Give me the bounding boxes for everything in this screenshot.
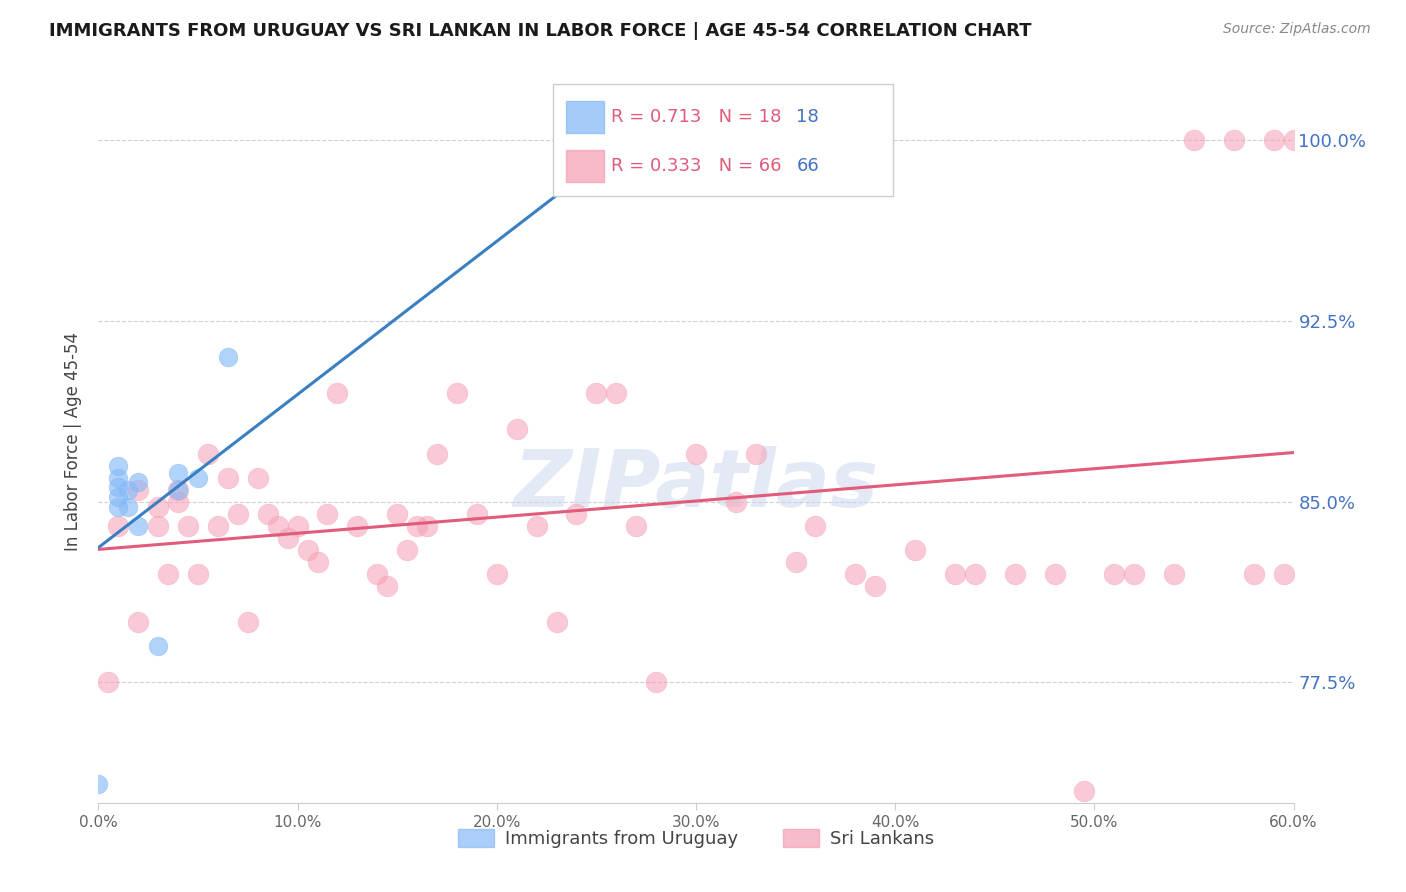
Text: ZIPatlas: ZIPatlas bbox=[513, 446, 879, 524]
Point bbox=[87, 776, 110, 790]
Text: R = 0.333   N = 66: R = 0.333 N = 66 bbox=[612, 157, 782, 175]
Point bbox=[256, 507, 278, 521]
Point bbox=[217, 470, 239, 484]
FancyBboxPatch shape bbox=[567, 101, 603, 133]
Point bbox=[904, 542, 927, 557]
Point bbox=[107, 480, 129, 494]
Point bbox=[385, 507, 409, 521]
Point bbox=[366, 567, 388, 582]
Point bbox=[375, 579, 398, 593]
Point bbox=[117, 500, 139, 514]
Point bbox=[148, 518, 170, 533]
Text: R = 0.713   N = 18: R = 0.713 N = 18 bbox=[612, 108, 782, 126]
Point bbox=[297, 542, 319, 557]
Point bbox=[307, 555, 329, 569]
Point bbox=[107, 518, 129, 533]
Point bbox=[465, 507, 488, 521]
Point bbox=[167, 494, 190, 508]
Point bbox=[943, 567, 966, 582]
Point bbox=[127, 483, 149, 497]
Point bbox=[127, 518, 149, 533]
Point bbox=[127, 475, 149, 490]
Point bbox=[1073, 784, 1095, 798]
Point bbox=[1043, 567, 1066, 582]
Point bbox=[626, 133, 648, 147]
Point bbox=[316, 507, 339, 521]
Point bbox=[963, 567, 986, 582]
Point bbox=[148, 500, 170, 514]
Point bbox=[167, 483, 190, 497]
Point bbox=[626, 133, 648, 147]
Point bbox=[1004, 567, 1026, 582]
Point bbox=[785, 555, 807, 569]
Point bbox=[267, 518, 290, 533]
Point bbox=[277, 531, 299, 545]
Point bbox=[157, 567, 180, 582]
Point bbox=[745, 446, 768, 460]
Point bbox=[177, 518, 200, 533]
Point bbox=[117, 483, 139, 497]
Point bbox=[1263, 133, 1285, 147]
Point bbox=[804, 518, 827, 533]
FancyBboxPatch shape bbox=[553, 84, 893, 196]
FancyBboxPatch shape bbox=[567, 150, 603, 182]
Point bbox=[1243, 567, 1265, 582]
Point bbox=[1182, 133, 1205, 147]
Text: Source: ZipAtlas.com: Source: ZipAtlas.com bbox=[1223, 22, 1371, 37]
Point bbox=[107, 490, 129, 504]
Point bbox=[416, 518, 439, 533]
Point bbox=[207, 518, 229, 533]
Point bbox=[526, 518, 548, 533]
Point bbox=[107, 470, 129, 484]
Text: 66: 66 bbox=[796, 157, 820, 175]
Point bbox=[187, 470, 209, 484]
Point bbox=[605, 386, 627, 401]
Legend: Immigrants from Uruguay, Sri Lankans: Immigrants from Uruguay, Sri Lankans bbox=[450, 822, 942, 855]
Point bbox=[1163, 567, 1185, 582]
Point bbox=[1104, 567, 1126, 582]
Point bbox=[197, 446, 219, 460]
Point bbox=[1223, 133, 1246, 147]
Point bbox=[1272, 567, 1295, 582]
Point bbox=[426, 446, 449, 460]
Point bbox=[645, 675, 668, 690]
Point bbox=[167, 466, 190, 480]
Point bbox=[396, 542, 419, 557]
Point bbox=[246, 470, 269, 484]
Point bbox=[287, 518, 309, 533]
Point bbox=[217, 350, 239, 364]
Point bbox=[167, 483, 190, 497]
Point bbox=[724, 494, 747, 508]
Point bbox=[236, 615, 259, 629]
Point bbox=[626, 518, 648, 533]
Point bbox=[127, 615, 149, 629]
Point bbox=[546, 615, 568, 629]
Point bbox=[346, 518, 368, 533]
Point bbox=[1282, 133, 1305, 147]
Y-axis label: In Labor Force | Age 45-54: In Labor Force | Age 45-54 bbox=[65, 332, 83, 551]
Point bbox=[506, 423, 529, 437]
Point bbox=[685, 446, 707, 460]
Point bbox=[187, 567, 209, 582]
Point bbox=[565, 507, 588, 521]
Text: 18: 18 bbox=[796, 108, 820, 126]
Point bbox=[97, 675, 120, 690]
Point bbox=[148, 639, 170, 653]
Point bbox=[446, 386, 468, 401]
Point bbox=[844, 567, 866, 582]
Text: IMMIGRANTS FROM URUGUAY VS SRI LANKAN IN LABOR FORCE | AGE 45-54 CORRELATION CHA: IMMIGRANTS FROM URUGUAY VS SRI LANKAN IN… bbox=[49, 22, 1032, 40]
Point bbox=[226, 507, 249, 521]
Point bbox=[865, 579, 887, 593]
Point bbox=[485, 567, 508, 582]
Point bbox=[1123, 567, 1146, 582]
Point bbox=[585, 386, 607, 401]
Point bbox=[406, 518, 429, 533]
Point bbox=[626, 133, 648, 147]
Point bbox=[326, 386, 349, 401]
Point bbox=[107, 458, 129, 473]
Point bbox=[107, 500, 129, 514]
